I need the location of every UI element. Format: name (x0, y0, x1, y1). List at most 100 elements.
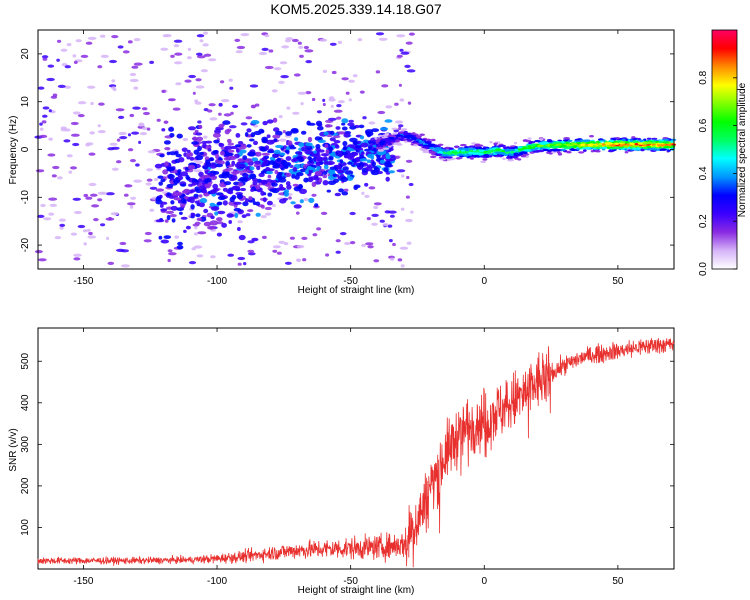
spectrogram-point (197, 145, 202, 152)
spectrogram-point (520, 155, 527, 158)
spectrogram-point (193, 169, 202, 173)
spectrogram-point (203, 31, 208, 35)
spectrogram-point (316, 227, 322, 231)
spectrogram-point (143, 111, 150, 116)
spectrogram-point (141, 107, 148, 111)
spectrogram-point (227, 142, 234, 146)
spectrogram-point (338, 100, 345, 104)
spectrogram-point (37, 214, 45, 218)
spectrogram-point (272, 249, 278, 253)
spectrogram-point (212, 132, 221, 138)
spectrogram-y-tick-label: -20 (20, 237, 31, 252)
spectrogram-point (367, 245, 374, 249)
spectrogram-point (358, 124, 365, 129)
spectrogram-point (542, 148, 549, 152)
spectrogram-point (510, 150, 515, 154)
spectrogram-point (271, 203, 276, 208)
spectrogram-point (129, 205, 134, 209)
spectrogram-point (253, 140, 258, 146)
spectrogram-point (49, 203, 57, 207)
spectrogram-point (284, 149, 290, 154)
spectrogram-point (180, 216, 188, 220)
spectrogram-point (188, 74, 197, 79)
spectrogram-point (56, 58, 60, 62)
spectrogram-point (228, 78, 233, 82)
spectrogram-point (389, 136, 395, 140)
spectrogram-point (454, 145, 459, 149)
spectrogram-point (654, 148, 661, 151)
spectrogram-point (422, 146, 430, 149)
spectrogram-point (229, 125, 237, 129)
spectrogram-point (173, 197, 178, 201)
spectrogram-point (274, 170, 279, 175)
spectrogram-point (239, 187, 247, 192)
spectrogram-point (405, 195, 410, 199)
spectrogram-point (58, 218, 66, 222)
snr-series-line (37, 338, 675, 568)
spectrogram-point (50, 95, 58, 99)
spectrogram-point (619, 144, 624, 147)
spectrogram-point (221, 222, 228, 228)
snr-panel: -150 -100 -50 0 50 100 200 300 400 500 Height of… (8, 327, 675, 596)
spectrogram-point (172, 107, 181, 111)
spectrogram-point (529, 141, 536, 144)
spectrogram-point (373, 202, 382, 206)
spectrogram-point (342, 162, 347, 166)
spectrogram-point (159, 203, 164, 208)
spectrogram-point (341, 126, 348, 131)
spectrogram-point (127, 40, 133, 44)
spectrogram-point (394, 120, 404, 124)
spectrogram-point (255, 212, 261, 217)
spectrogram-point (301, 146, 307, 152)
spectrogram-point (162, 169, 169, 175)
spectrogram-point (245, 213, 251, 217)
spectrogram-point (292, 167, 298, 172)
spectrogram-point (507, 149, 512, 152)
spectrogram-point (196, 52, 203, 56)
spectrogram-point (247, 249, 255, 253)
spectrogram-point (247, 151, 256, 157)
spectrogram-point (209, 202, 216, 207)
spectrogram-point (116, 160, 122, 164)
spectrogram-point (314, 203, 319, 208)
spectrogram-point (208, 58, 217, 62)
spectrogram-point (57, 84, 66, 88)
spectrogram-point (258, 51, 268, 56)
spectrogram-x-tick-label: -100 (207, 276, 227, 287)
spectrogram-point (366, 132, 372, 138)
spectrogram-point (514, 146, 518, 149)
spectrogram-point (291, 158, 297, 163)
spectrogram-point (352, 74, 358, 78)
spectrogram-point (130, 196, 137, 200)
spectrogram-point (597, 138, 604, 141)
spectrogram-point (404, 64, 411, 68)
spectrogram-point (264, 155, 270, 159)
spectrogram-point (330, 152, 336, 158)
spectrogram-point (163, 140, 171, 145)
spectrogram-point (279, 198, 287, 204)
spectrogram-point (218, 112, 222, 116)
spectrogram-point (570, 148, 574, 151)
spectrogram-point (282, 130, 286, 134)
spectrogram-point (359, 154, 365, 159)
spectrogram-point (214, 211, 219, 216)
spectrogram-point (279, 183, 284, 189)
spectrogram-point (588, 144, 593, 147)
spectrogram-point (218, 157, 223, 161)
spectrogram-point (179, 211, 183, 215)
spectrogram-point (343, 146, 348, 150)
spectrogram-point (351, 159, 357, 163)
spectrogram-point (187, 164, 196, 170)
spectrogram-point (186, 149, 191, 154)
spectrogram-point (547, 144, 550, 147)
spectrogram-point (371, 213, 379, 217)
spectrogram-point (192, 91, 196, 95)
spectrogram-point (192, 181, 198, 186)
snr-y-tick-label: 200 (20, 477, 31, 494)
spectrogram-point (118, 131, 127, 136)
spectrogram-point (366, 159, 371, 163)
spectrogram-point (199, 151, 205, 155)
spectrogram-point (356, 162, 361, 167)
spectrogram-point (266, 119, 274, 124)
